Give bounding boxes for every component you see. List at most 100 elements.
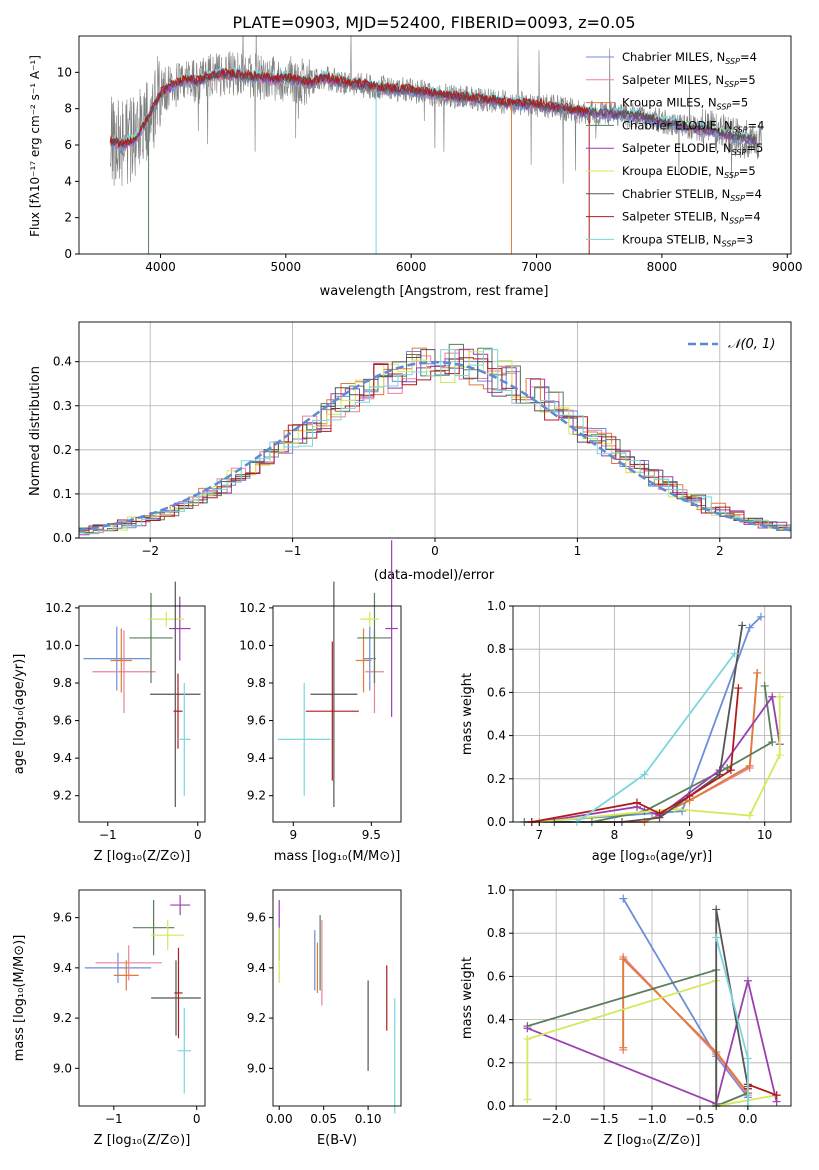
y-tick-label: 0.2: [487, 772, 506, 786]
x-tick-label: −2: [141, 544, 159, 558]
y-tick-label: 9.4: [53, 961, 72, 975]
residuals-panel: −2 −1 0 1 2 0.0 0.1 0.2 0.3 0.4 (data-model)/erro…: [28, 321, 792, 583]
mass-weight-marker: [712, 905, 721, 914]
y-axis-label: mass weight: [460, 957, 475, 1039]
x-axis-label: E(B-V): [317, 1133, 357, 1148]
mass-weight-line: [531, 688, 740, 823]
x-axis-label: Z [log₁₀(Z/Z⊙)]: [94, 1133, 191, 1148]
y-tick-label: 9.4: [247, 961, 266, 975]
y-tick-label: 0.6: [487, 969, 506, 983]
mass-vs-ebv-panel: 0.00 0.05 0.10 9.0 9.2 9.4 9.6 E(B-V): [247, 889, 402, 1148]
axes-frame: [272, 889, 402, 1107]
mass-weight-marker: [734, 684, 743, 693]
x-tick-label: 10: [757, 828, 772, 842]
axes-frame: [272, 605, 402, 823]
x-tick-label: 6000: [396, 260, 427, 274]
y-tick-label: 0.4: [487, 729, 506, 743]
y-tick-label: 10.2: [239, 601, 266, 615]
x-axis-label: Z [log₁₀(Z/Z⊙)]: [94, 849, 191, 864]
y-tick-label: 9.0: [247, 1061, 266, 1075]
y-tick-label: 0.0: [53, 531, 72, 545]
histogram-step: [79, 349, 791, 535]
y-tick-label: 9.4: [247, 751, 266, 765]
y-tick-label: 0.4: [487, 1013, 506, 1027]
x-tick-label: 8000: [647, 260, 678, 274]
mass-weight-marker: [685, 792, 694, 801]
y-tick-label: 0: [64, 247, 72, 261]
spectrum-axes: 4000 5000 6000 7000 8000 9000 0 2 4 6 8 10: [57, 35, 803, 274]
y-tick-label: 4: [64, 174, 72, 188]
x-axis-label: mass [log₁₀(M/M⊙)]: [274, 849, 401, 864]
y-tick-label: 9.2: [53, 789, 72, 803]
x-tick-label: 9: [289, 828, 297, 842]
x-tick-label: 8: [611, 828, 619, 842]
histogram-step: [79, 348, 791, 536]
mass-weight-marker: [772, 1091, 781, 1100]
weight-vs-age-panel: 7 8 9 10 0.0 0.2 0.4 0.6 0.8 1.0 age [log₁₀(age/yr…: [460, 599, 792, 864]
y-tick-label: 0.4: [53, 355, 72, 369]
mass-weight-marker: [712, 933, 721, 942]
mass-weight-marker: [738, 621, 747, 630]
x-axis-label: age [log₁₀(age/yr)]: [592, 849, 713, 864]
residuals-axes: −2 −1 0 1 2 0.0 0.1 0.2 0.3 0.4: [53, 321, 792, 558]
x-tick-label: 1: [574, 544, 582, 558]
x-tick-label: 0.00: [266, 1112, 293, 1126]
y-tick-label: 9.0: [53, 1061, 72, 1075]
y-tick-label: 10.2: [45, 601, 72, 615]
mass-weight-marker: [753, 668, 762, 677]
mass-weight-marker: [768, 692, 777, 701]
x-tick-label: −0.5: [685, 1112, 714, 1126]
mass-weight-marker: [743, 976, 752, 985]
mass-weight-marker: [745, 761, 754, 770]
mass-weight-marker: [632, 798, 641, 807]
y-tick-label: 9.4: [53, 751, 72, 765]
mass-weight-marker: [619, 955, 628, 964]
x-tick-label: 9.5: [362, 828, 381, 842]
legend-label: Kroupa STELIB, NSSP=3: [622, 232, 753, 248]
mass-weight-marker: [745, 811, 754, 820]
mass-weight-marker: [730, 649, 739, 658]
x-tick-label: 7: [535, 828, 543, 842]
y-tick-label: 0.1: [53, 487, 72, 501]
y-tick-label: 9.6: [247, 911, 266, 925]
legend-label: Salpeter ELODIE, NSSP=5: [622, 141, 763, 157]
y-tick-label: 9.6: [53, 911, 72, 925]
legend-label: Salpeter STELIB, NSSP=4: [622, 210, 761, 226]
mass-weight-marker: [523, 1095, 532, 1104]
y-tick-label: 1.0: [487, 883, 506, 897]
x-tick-label: −1: [99, 828, 117, 842]
x-tick-label: 0: [194, 828, 202, 842]
y-tick-label: 0.0: [487, 815, 506, 829]
legend-label: Salpeter MILES, NSSP=5: [622, 73, 756, 89]
axes-frame: [512, 605, 792, 823]
weight-vs-Z-panel: −2.0 −1.5 −1.0 −0.5 0.0 0.0 0.2 0.4 0.6 0.8 1.0 Z […: [460, 883, 792, 1148]
y-tick-label: 1.0: [487, 599, 506, 613]
spectrum-legend: Chabrier MILES, NSSP=4 Salpeter MILES, NS…: [586, 50, 764, 248]
model-spectrum-line: [109, 66, 590, 148]
axes-frame: [78, 605, 206, 823]
y-tick-label: 10.0: [239, 638, 266, 652]
mass-weight-marker: [745, 623, 754, 632]
y-tick-label: 0.6: [487, 685, 506, 699]
y-tick-label: 9.2: [247, 1011, 266, 1025]
x-tick-label: 2: [716, 544, 724, 558]
y-tick-label: 10: [57, 65, 72, 79]
spectrum-clip-group: [109, 36, 763, 254]
y-tick-label: 0.3: [53, 399, 72, 413]
y-tick-label: 9.6: [53, 714, 72, 728]
age-vs-Z-panel: −1 0 9.2 9.4 9.6 9.8 10.0 10.2 Z [log₁₀(Z/Z⊙)] ag…: [12, 581, 206, 864]
mass-weight-marker: [655, 809, 664, 818]
y-tick-label: 0.8: [487, 926, 506, 940]
x-tick-label: 0: [193, 1112, 201, 1126]
mass-weight-marker: [775, 692, 784, 701]
mass-weight-marker: [768, 738, 777, 747]
mass-weight-marker: [678, 807, 687, 816]
x-tick-label: 5000: [271, 260, 302, 274]
y-tick-label: 9.2: [53, 1011, 72, 1025]
residuals-ylabel: Normed distribution: [28, 366, 43, 496]
x-axis-label: Z [log₁₀(Z/Z⊙)]: [604, 1133, 701, 1148]
y-tick-label: 0.2: [487, 1056, 506, 1070]
mass-weight-marker: [775, 751, 784, 760]
legend-label: Kroupa MILES, NSSP=5: [622, 96, 748, 112]
y-tick-label: 9.6: [247, 714, 266, 728]
